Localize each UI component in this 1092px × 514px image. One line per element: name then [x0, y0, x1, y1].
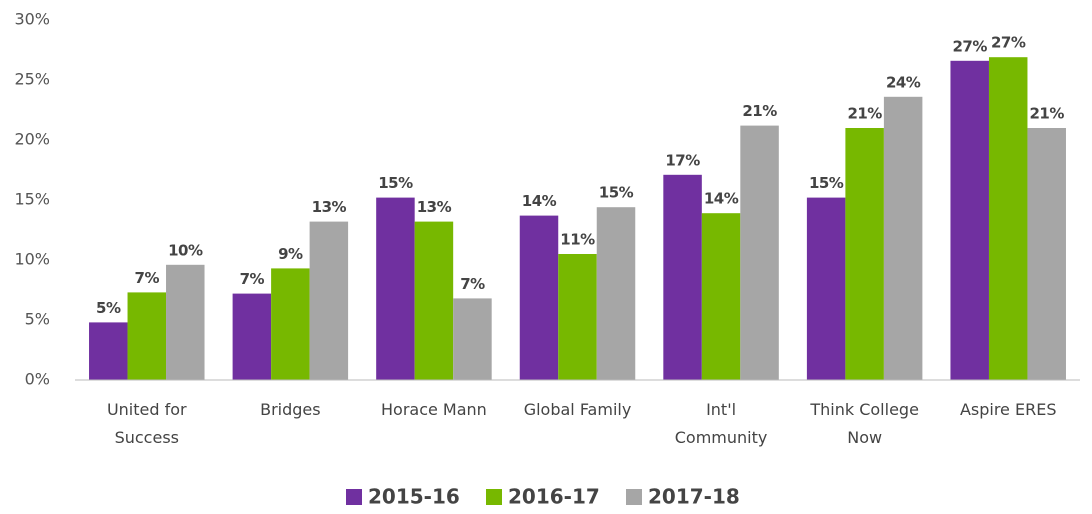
bar: [950, 60, 989, 381]
legend-label: 2016-17: [508, 485, 600, 509]
y-tick-label: 30%: [14, 10, 50, 29]
bar: [596, 207, 636, 380]
x-tick-label: Global Family: [523, 400, 632, 419]
bar: [232, 293, 272, 380]
value-label: 5%: [96, 299, 121, 317]
x-tick-label: Think College Now: [810, 400, 919, 447]
legend-label: 2015-16: [368, 485, 460, 509]
bar: [414, 221, 454, 380]
value-label: 14%: [704, 190, 739, 208]
x-tick-label: Aspire ERES: [959, 400, 1057, 419]
value-label: 9%: [278, 245, 303, 263]
bar: [1027, 128, 1066, 380]
value-label: 21%: [742, 102, 777, 120]
value-label: 17%: [665, 151, 700, 169]
value-label: 24%: [886, 73, 921, 91]
bar: [740, 125, 779, 380]
bar: [663, 174, 702, 380]
bar: [806, 197, 846, 380]
value-label: 27%: [991, 34, 1026, 52]
value-label: 7%: [135, 269, 160, 287]
x-tick-label: Bridges: [260, 400, 321, 419]
y-tick-label: 25%: [14, 70, 50, 89]
bar: [309, 221, 349, 380]
value-label: 21%: [1030, 105, 1065, 123]
x-tick-label: Horace Mann: [381, 400, 487, 419]
bar: [271, 268, 310, 380]
x-tick-label: Int'l Community: [674, 400, 768, 447]
value-label: 10%: [168, 241, 203, 259]
bar: [89, 322, 128, 380]
value-label: 7%: [460, 275, 485, 293]
value-label: 13%: [312, 198, 347, 216]
value-label: 11%: [560, 231, 595, 249]
bar: [845, 128, 884, 380]
y-tick-label: 0%: [25, 370, 50, 389]
value-label: 15%: [378, 174, 413, 192]
legend-label: 2017-18: [648, 485, 740, 509]
bar: [166, 264, 205, 380]
value-label: 7%: [240, 270, 265, 288]
value-label: 15%: [809, 174, 844, 192]
legend-swatch: [626, 489, 642, 505]
value-label: 27%: [953, 37, 988, 55]
value-label: 15%: [599, 184, 634, 202]
legend-swatch: [486, 489, 502, 505]
y-tick-label: 10%: [14, 250, 50, 269]
bar: [558, 254, 597, 380]
value-label: 14%: [522, 192, 557, 210]
value-label: 13%: [417, 198, 452, 216]
x-tick-label: United for Success: [106, 400, 187, 447]
legend-swatch: [346, 489, 362, 505]
bar: [883, 96, 923, 381]
y-tick-label: 20%: [14, 130, 50, 149]
bar: [701, 213, 741, 380]
y-tick-label: 5%: [25, 310, 50, 329]
bar: [127, 292, 167, 380]
value-label: 21%: [847, 105, 882, 123]
bar: [988, 57, 1028, 380]
bar: [376, 197, 415, 380]
bar: [519, 215, 559, 380]
y-tick-label: 15%: [14, 190, 50, 209]
bar: [453, 298, 492, 380]
